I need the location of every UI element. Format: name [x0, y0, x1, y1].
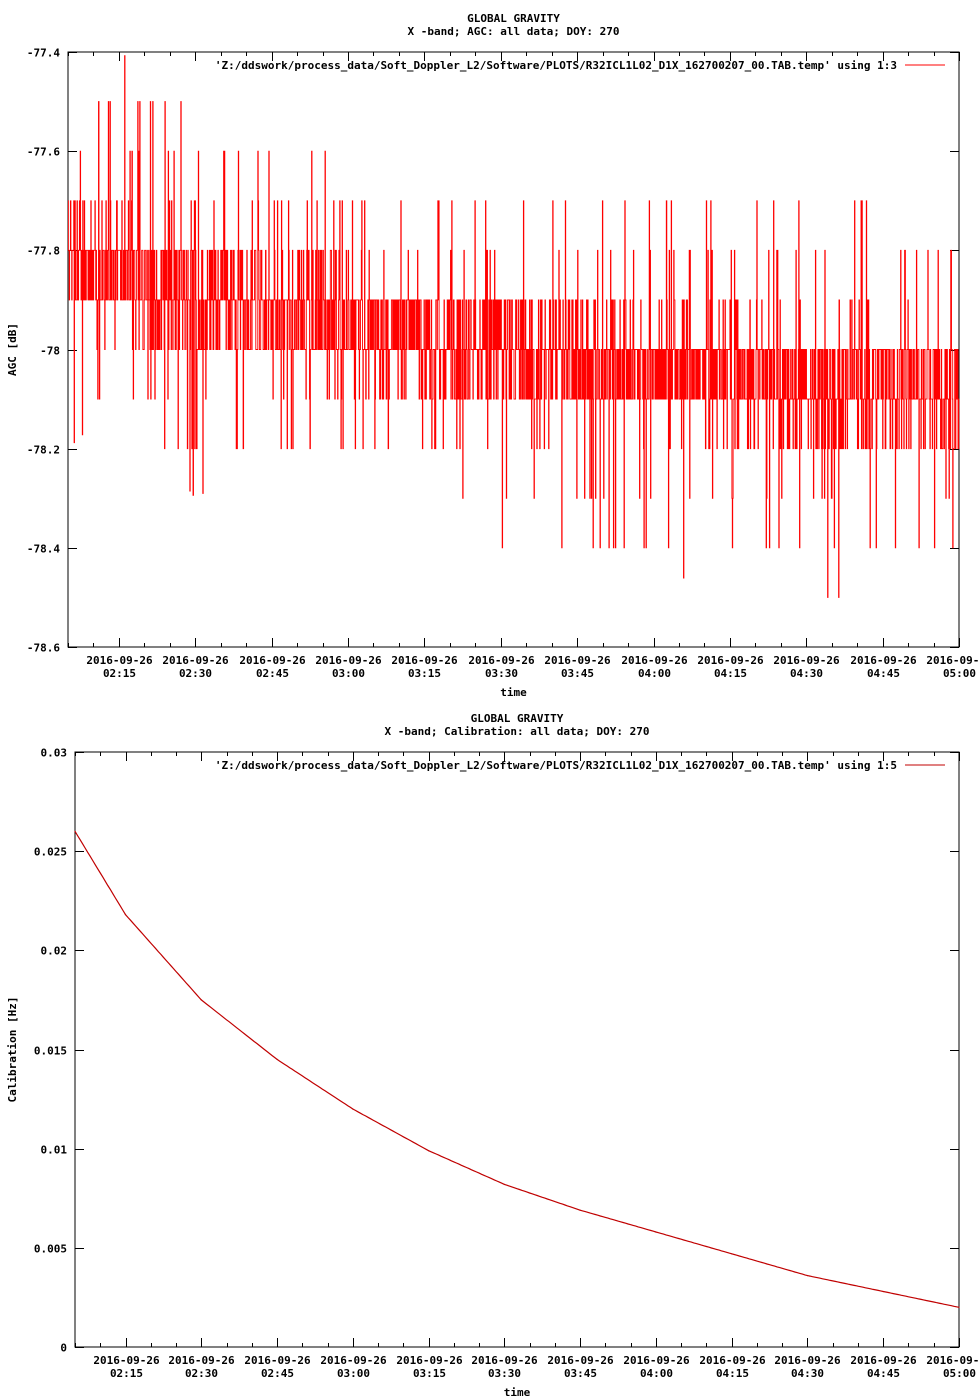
chart2-x-tick-date: 2016-09-26 [774, 1354, 841, 1367]
chart2-x-tick-time: 03:30 [488, 1367, 521, 1380]
chart2-data-point [579, 1209, 581, 1211]
chart2-x-tick-date: 2016-09-26 [623, 1354, 690, 1367]
chart2-data-point [124, 914, 127, 916]
chart1-x-tick-date: 2016-09-26 [850, 654, 917, 667]
chart1-x-tick-time: 03:00 [332, 667, 365, 680]
chart1-x-tick-time: 04:00 [638, 667, 671, 680]
chart1-x-tick-time: 02:15 [103, 667, 136, 680]
chart1-x-axis-label: time [500, 686, 527, 699]
chart1-x-tick-time: 04:30 [790, 667, 823, 680]
chart2-x-tick-time: 04:30 [791, 1367, 824, 1380]
chart1-x-tick-date: 2016-09-26 [544, 654, 611, 667]
chart2-subtitle: X -band; Calibration: all data; DOY: 270 [385, 725, 650, 738]
chart1-x-tick-date: 2016-09-26 [697, 654, 764, 667]
chart1-title: GLOBAL GRAVITY [467, 12, 560, 25]
chart2-data-point [74, 830, 76, 832]
chart2-x-tick-time: 02:45 [261, 1367, 294, 1380]
chart1-x-tick-date: 2016-09-26 [162, 654, 229, 667]
chart1-x-tick-date: 2016-09-26 [773, 654, 840, 667]
chart1-x-tick-time: 02:30 [179, 667, 212, 680]
chart2-y-axis-label: Calibration [Hz] [6, 997, 19, 1103]
chart2-x-tick-time: 03:00 [337, 1367, 370, 1380]
chart2-x-tick-date: 2016-09-26 [850, 1354, 917, 1367]
chart2-x-tick-date: 2016-09-26 [396, 1354, 463, 1367]
chart1-x-tick-time: 04:45 [867, 667, 900, 680]
chart1-x-tick-time: 03:30 [485, 667, 518, 680]
chart2-x-tick-time: 03:45 [564, 1367, 597, 1380]
chart1-x-tick-time: 05:00 [943, 667, 976, 680]
chart2-y-tick-label: 0.03 [41, 747, 68, 760]
chart2-x-tick-date: 2016-09-26 [93, 1354, 160, 1367]
chart1-x-tick-time: 03:45 [561, 667, 594, 680]
chart1-x-tick-date: 2016-09-26 [926, 654, 980, 667]
chart2-x-tick-date: 2016-09-26 [471, 1354, 538, 1367]
chart2-x-tick-time: 04:45 [867, 1367, 900, 1380]
chart2-y-tick-label: 0.005 [34, 1243, 67, 1256]
chart1-y-tick-label: -77.6 [27, 146, 60, 159]
chart1-x-tick-date: 2016-09-26 [621, 654, 688, 667]
chart2-x-tick-time: 03:15 [413, 1367, 446, 1380]
chart1-x-tick-date: 2016-09-26 [391, 654, 458, 667]
chart2-y-tick-label: 0.02 [41, 945, 68, 958]
chart2-legend-label: 'Z:/ddswork/process_data/Soft_Doppler_L2… [215, 759, 897, 772]
chart2-data-point [276, 1058, 278, 1060]
chart2-data-point [958, 1306, 960, 1308]
chart1-x-tick-time: 04:15 [714, 667, 747, 680]
chart1-x-tick-time: 03:15 [408, 667, 441, 680]
chart1-x-tick-date: 2016-09-26 [239, 654, 306, 667]
chart1-subtitle: X -band; AGC: all data; DOY: 270 [408, 25, 620, 38]
chart1-x-tick-date: 2016-09-26 [86, 654, 153, 667]
chart2-x-axis-label: time [504, 1386, 531, 1399]
chart1-legend-label: 'Z:/ddswork/process_data/Soft_Doppler_L2… [215, 59, 897, 72]
chart2-data-point [428, 1150, 430, 1152]
chart2-data-point [806, 1275, 809, 1277]
chart1-y-tick-label: -77.8 [27, 245, 60, 258]
chart2-x-tick-time: 05:00 [943, 1367, 976, 1380]
chart1-y-tick-label: -78 [40, 345, 60, 358]
chart2-x-tick-date: 2016-09-26 [547, 1354, 614, 1367]
chart2-title: GLOBAL GRAVITY [471, 712, 564, 725]
chart2-x-tick-date: 2016-09-26 [244, 1354, 311, 1367]
chart2-data-point [352, 1108, 354, 1110]
chart2-y-tick-label: 0.015 [34, 1045, 67, 1058]
chart2-y-tick-label: 0 [60, 1342, 67, 1355]
chart1-y-tick-label: -78.6 [27, 642, 60, 655]
chart2-x-tick-date: 2016-09-26 [699, 1354, 766, 1367]
chart2-data-point [655, 1231, 657, 1233]
chart2-x-tick-time: 02:30 [185, 1367, 218, 1380]
chart2-y-tick-label: 0.01 [41, 1144, 68, 1157]
chart1-x-tick-time: 02:45 [256, 667, 289, 680]
chart2-y-tick-label: 0.025 [34, 846, 67, 859]
chart1-y-axis-label: AGC [dB] [6, 323, 19, 376]
chart2-x-tick-time: 04:00 [640, 1367, 673, 1380]
chart2-plot-frame [74, 751, 960, 1348]
chart1-series-line [67, 55, 960, 598]
chart2-series-line [74, 830, 960, 1308]
chart2-data-point [200, 999, 202, 1001]
chart2-x-tick-date: 2016-09-26 [168, 1354, 235, 1367]
chart2-x-tick-time: 02:15 [110, 1367, 143, 1380]
chart2-x-tick-date: 2016-09-26 [320, 1354, 387, 1367]
chart1-y-tick-label: -78.4 [27, 543, 60, 556]
chart1-plot-frame [67, 51, 960, 648]
chart2-x-tick-time: 04:15 [716, 1367, 749, 1380]
chart1-y-tick-label: -78.2 [27, 444, 60, 457]
chart2-data-point [503, 1183, 505, 1185]
chart1-y-tick-label: -77.4 [27, 47, 60, 60]
chart1-x-tick-date: 2016-09-26 [468, 654, 535, 667]
chart2-data-point [731, 1253, 733, 1255]
chart1-x-tick-date: 2016-09-26 [315, 654, 382, 667]
chart2-x-tick-date: 2016-09-26 [926, 1354, 980, 1367]
chart2-data-point [882, 1290, 884, 1293]
